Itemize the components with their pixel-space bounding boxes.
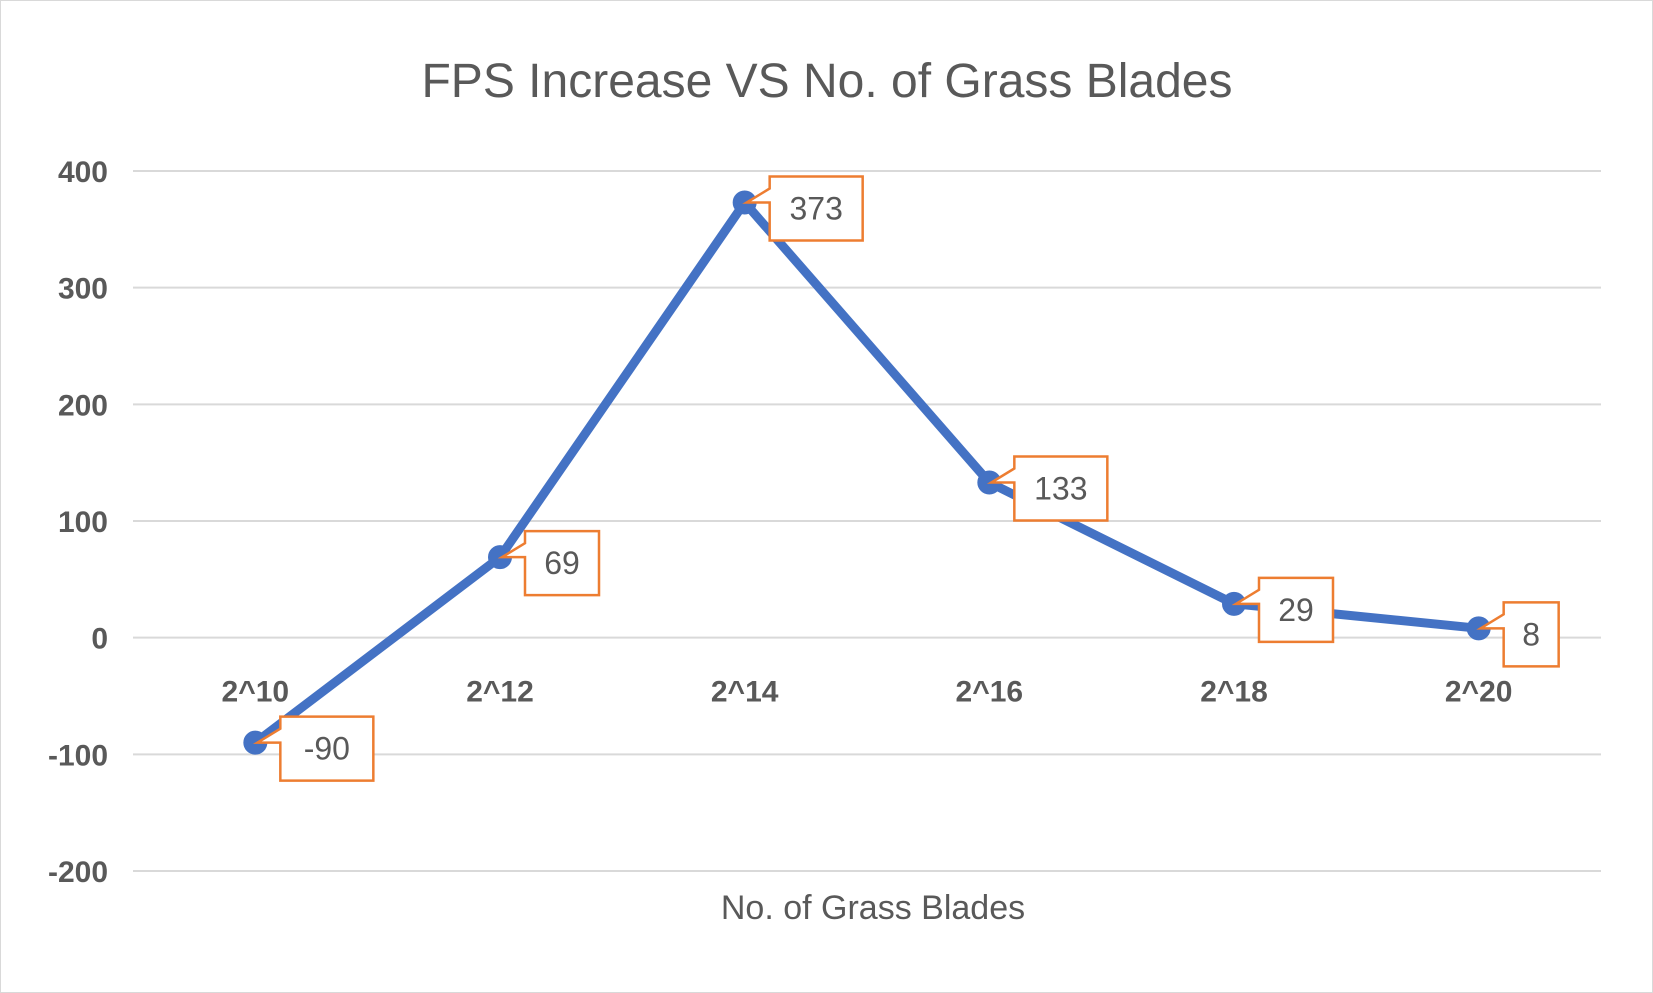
y-tick-label: 400 [58,156,108,189]
x-axis-tick-labels: 2^10 2^12 2^14 2^16 2^18 2^20 [222,676,1513,709]
x-tick-label: 2^14 [711,676,779,709]
data-label-2^18: 29 [1231,576,1335,644]
data-label-text: 8 [1522,616,1540,652]
data-label-text: 29 [1278,592,1314,628]
series-line [250,198,1484,748]
data-label-text: 133 [1034,471,1087,507]
x-tick-label: 2^18 [1200,676,1268,709]
data-label-2^10: -90 [252,715,375,782]
data-label-text: -90 [304,731,350,767]
data-labels: -90 69 373 133 29 8 [252,175,1560,782]
x-tick-label: 2^20 [1445,676,1513,709]
data-label-box [1231,576,1335,644]
y-tick-label: 0 [91,623,108,656]
y-axis-tick-labels: -200 -100 0 100 200 300 400 [48,156,108,889]
x-tick-label: 2^16 [956,676,1024,709]
x-tick-label: 2^10 [222,676,290,709]
x-axis-title: No. of Grass Blades [721,889,1025,927]
data-label-box [742,175,864,242]
chart-title: FPS Increase VS No. of Grass Blades [421,55,1232,108]
y-tick-label: 100 [58,506,108,539]
data-label-2^12: 69 [497,529,601,597]
data-label-2^20: 8 [1476,601,1560,668]
data-label-2^16: 133 [986,455,1109,522]
data-label-box [252,715,375,782]
data-label-text: 373 [789,191,842,227]
y-tick-label: -200 [48,856,108,889]
data-label-box [497,529,601,597]
data-label-text: 69 [544,545,580,581]
data-label-box [986,455,1109,522]
gridlines [133,170,1601,872]
y-tick-label: 200 [58,389,108,422]
x-tick-label: 2^12 [466,676,534,709]
y-tick-label: -100 [48,739,108,772]
series-fps-increase [243,190,1491,755]
data-label-box [1476,601,1560,668]
y-tick-label: 300 [58,273,108,306]
data-label-2^14: 373 [742,175,864,242]
